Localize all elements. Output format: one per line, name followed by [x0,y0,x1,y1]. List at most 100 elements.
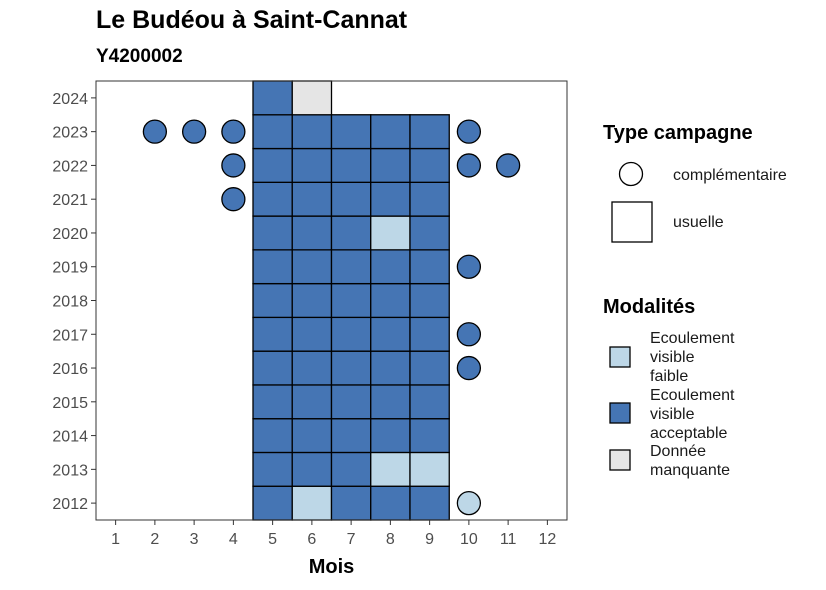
legend-mod-line: visible [650,349,695,366]
cell-usuelle [252,316,293,352]
y-tick-label: 2023 [52,125,88,142]
cell-usuelle [291,147,333,183]
cell-usuelle [370,147,411,183]
cell-usuelle [409,282,450,319]
cell-usuelle [370,282,411,319]
cell-usuelle [330,451,372,487]
y-tick-label: 2012 [52,496,88,513]
cell-usuelle [370,249,411,285]
cell-usuelle [330,316,372,352]
legend-key-circle [618,161,644,187]
y-tick-label: 2020 [52,226,88,243]
cell-usuelle [252,215,293,251]
y-tick-label: 2015 [52,395,88,412]
cell-usuelle [370,316,411,352]
y-tick-label: 2024 [52,91,88,108]
y-tick-label: 2022 [52,158,88,175]
x-tick-label: 3 [190,531,199,548]
y-tick-label: 2014 [52,429,88,446]
x-tick-label: 9 [425,531,434,548]
cell-usuelle [409,350,450,386]
cell-usuelle [330,249,372,285]
cell-usuelle [409,418,450,454]
cell-usuelle [409,249,450,285]
cell-usuelle [291,485,333,521]
cell-usuelle [252,114,293,150]
point-complementaire [181,119,207,144]
cell-usuelle [330,418,372,454]
cell-usuelle [330,114,372,150]
y-tick-label: 2016 [52,361,88,378]
x-tick-label: 1 [111,531,120,548]
cell-usuelle [370,350,411,386]
cell-usuelle [409,316,450,352]
legend-mod-label-manquante: Donnée manquante [650,442,730,480]
x-axis: 1 2 3 4 5 6 7 8 9 10 11 12 [111,520,556,548]
legend-keys [609,161,653,471]
point-complementaire [456,322,482,347]
legend-mod-line: faible [650,368,689,385]
legend-mod-line: visible [650,406,695,423]
cell-usuelle [409,181,450,217]
point-complementaire [456,119,482,144]
cell-usuelle [291,350,333,386]
cell-usuelle [291,249,333,285]
legend-modalites-title: Modalités [603,296,696,318]
cell-usuelle [330,350,372,386]
cell-usuelle [409,147,450,183]
cell-usuelle [291,114,333,150]
cell-usuelle [330,282,372,319]
cell-usuelle [330,147,372,183]
legend-mod-line: Ecoulement [650,330,735,347]
point-complementaire [456,490,482,516]
legend-type-label-usuelle: usuelle [673,214,724,231]
x-tick-label: 7 [347,531,356,548]
x-tick-label: 2 [150,531,159,548]
point-complementaire [221,153,246,178]
chart-title: Le Budéou à Saint-Cannat [96,6,408,34]
x-tick-label: 5 [268,531,277,548]
y-tick-label: 2013 [52,462,88,479]
legend-mod-label-acceptable: Ecoulement visible acceptable [650,386,735,443]
cell-usuelle [330,181,372,217]
cell-usuelle [370,418,411,454]
x-tick-label: 4 [229,531,238,548]
legend-mod-line: acceptable [650,425,728,442]
cell-usuelle [252,80,293,116]
point-complementaire [495,153,521,178]
cell-usuelle [409,384,450,420]
cell-usuelle [291,282,333,319]
x-tick-label: 6 [307,531,316,548]
cell-usuelle [252,485,293,521]
cell-usuelle [370,181,411,217]
legend-mod-line: manquante [650,462,731,479]
legend-key-modalite [609,346,631,368]
legend-key-square [611,201,653,243]
cell-usuelle [370,485,411,521]
cell-usuelle [291,384,333,420]
cell-usuelle [409,485,450,521]
point-complementaire [142,119,168,144]
cell-usuelle [252,418,293,454]
y-tick-label: 2017 [52,327,88,344]
x-tick-label: 11 [500,531,517,548]
cell-usuelle [252,451,293,487]
cell-usuelle [252,350,293,386]
cell-usuelle [252,181,293,217]
x-tick-label: 12 [538,531,556,548]
x-axis-label: Mois [309,556,355,578]
legend-type-title: Type campagne [603,122,753,144]
cell-usuelle [330,485,372,521]
x-tick-label: 10 [460,531,478,548]
point-complementaire [221,119,246,144]
y-axis: 2012 2013 2014 2015 2016 2017 2018 2019 2020 2021… [52,91,96,513]
cell-usuelle [252,147,293,183]
cell-usuelle [252,384,293,420]
legend-mod-label-faible: Ecoulement visible faible [650,329,735,386]
cell-usuelle [370,451,411,487]
legend-mod-line: Donnée [650,443,707,460]
chart-marks [142,80,521,521]
legend-type-label-complementaire: complémentaire [673,167,787,184]
point-complementaire [456,153,482,178]
cell-usuelle [330,384,372,420]
